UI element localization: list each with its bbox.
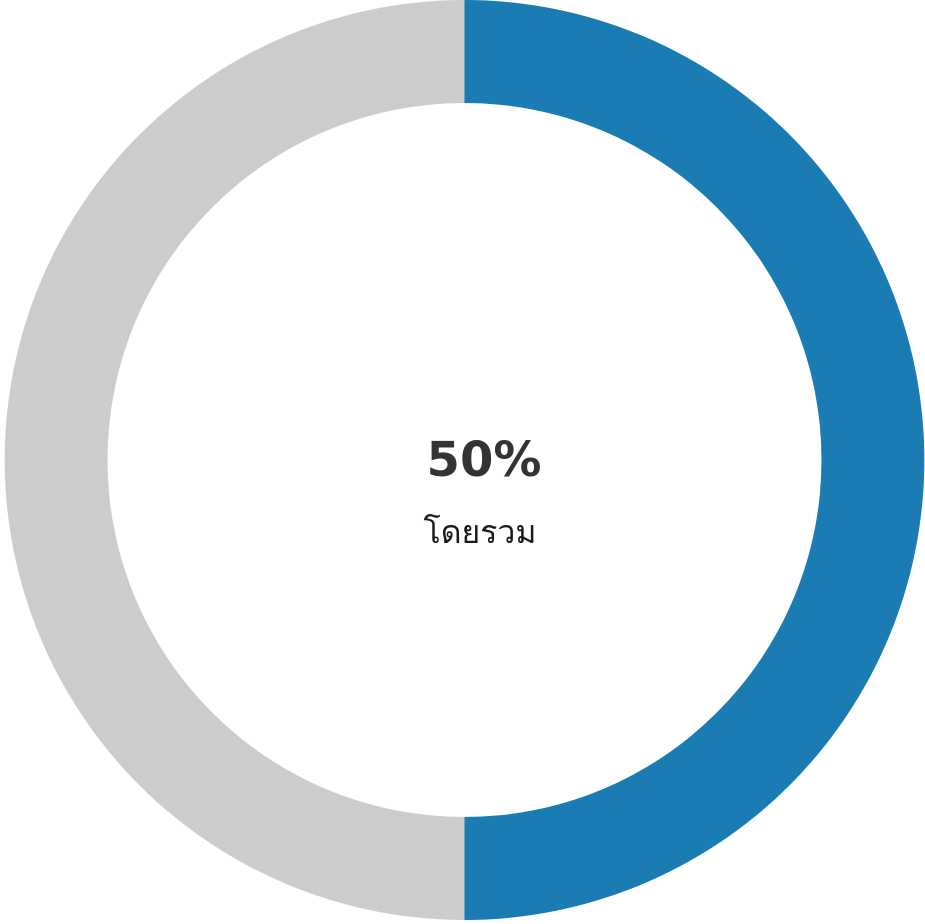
donut-slice-0 [464, 0, 925, 920]
donut-slice-1 [4, 0, 465, 920]
donut-slices [4, 0, 925, 920]
